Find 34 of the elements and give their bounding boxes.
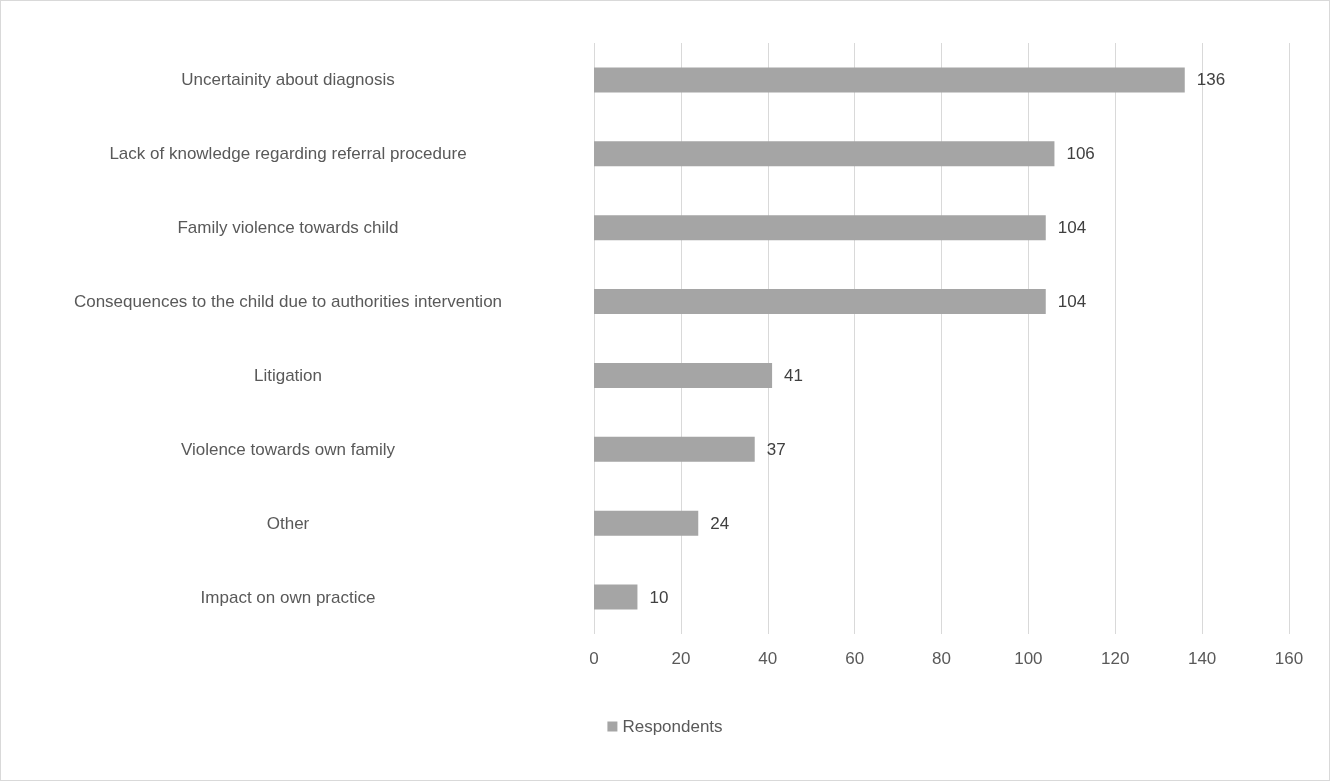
y-tick-label: Consequences to the child due to authorities intervention — [73, 292, 503, 312]
bar — [594, 141, 1055, 167]
bar — [594, 510, 699, 536]
x-tick-label: 80 — [932, 649, 951, 668]
x-tick-label: 0 — [589, 649, 599, 668]
data-label: 10 — [649, 587, 669, 607]
x-tick-label: 120 — [1101, 649, 1130, 668]
x-tick-label: 20 — [671, 649, 691, 668]
x-tick-label: 100 — [1014, 649, 1043, 668]
y-tick-label: Family violence towards child — [177, 218, 399, 238]
bar — [594, 67, 1185, 93]
bar — [594, 289, 1046, 315]
x-tick-label: 60 — [845, 649, 865, 668]
bar — [594, 584, 638, 610]
y-tick-label: Uncertainity about diagnosis — [181, 70, 395, 90]
bar — [594, 362, 773, 388]
y-tick-label: Impact on own practice — [200, 587, 376, 607]
y-tick-label: Lack of knowledge regarding referral procedure — [109, 144, 467, 164]
x-tick-label: 40 — [758, 649, 778, 668]
y-tick-label: Violence towards own family — [180, 439, 396, 459]
data-label: 104 — [1057, 218, 1087, 238]
data-label: 24 — [710, 513, 730, 533]
x-tick-label: 140 — [1187, 649, 1217, 668]
legend-label: Respondents — [622, 717, 723, 736]
x-tick-label: 160 — [1274, 649, 1304, 668]
bar — [594, 436, 755, 462]
data-label: 106 — [1066, 144, 1095, 164]
bar — [594, 215, 1046, 241]
data-label: 37 — [766, 439, 786, 459]
data-label: 136 — [1196, 70, 1226, 90]
data-label: 41 — [784, 365, 804, 385]
y-tick-label: Other — [266, 513, 310, 533]
y-tick-label: Litigation — [253, 365, 323, 385]
data-label: 104 — [1057, 292, 1087, 312]
